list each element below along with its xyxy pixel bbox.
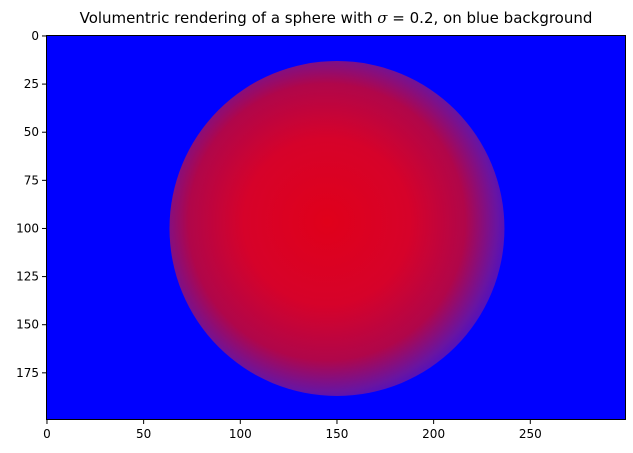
image-axes: 0 50 100 150 200 250 0 25 50 75 100 125 150 175 (16, 29, 626, 441)
title-sigma-symbol: σ (377, 9, 388, 27)
y-tick-label: 25 (24, 77, 39, 91)
x-ticks: 0 50 100 150 200 250 (43, 420, 542, 441)
x-tick-label: 250 (519, 427, 542, 441)
x-tick-label: 50 (136, 427, 151, 441)
y-tick-label: 125 (16, 270, 39, 284)
axes-frame (46, 35, 626, 420)
y-tick-label: 175 (16, 366, 39, 380)
x-tick-label: 200 (422, 427, 445, 441)
figure-title: Volumentric rendering of a sphere with σ… (46, 9, 626, 27)
y-tick-label: 75 (24, 173, 39, 187)
y-tick-label: 50 (24, 125, 39, 139)
title-prefix: Volumentric rendering of a sphere with (79, 9, 378, 27)
rendered-sphere (169, 60, 505, 396)
x-tick-label: 150 (326, 427, 349, 441)
title-suffix: = 0.2, on blue background (387, 9, 593, 27)
y-ticks: 0 25 50 75 100 125 150 175 (16, 29, 46, 380)
x-tick-label: 100 (229, 427, 252, 441)
x-tick-label: 0 (43, 427, 51, 441)
y-tick-label: 0 (31, 29, 39, 43)
y-tick-label: 150 (16, 318, 39, 332)
y-tick-label: 100 (16, 221, 39, 235)
